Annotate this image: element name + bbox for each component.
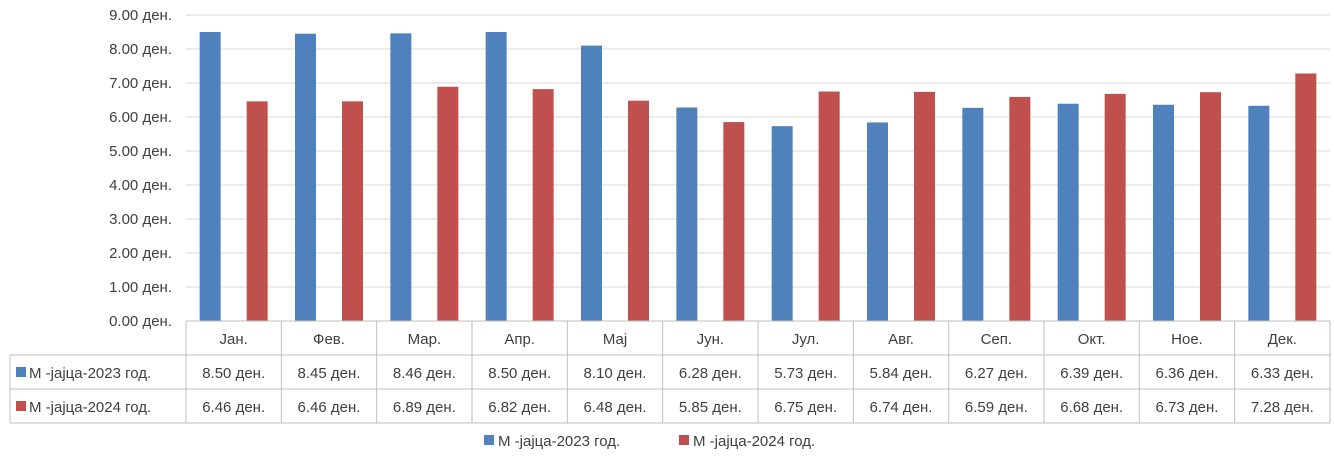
data-label: 6.68 ден. bbox=[1060, 399, 1123, 416]
bar-series1-10 bbox=[1057, 103, 1079, 322]
bar-series2-4 bbox=[532, 89, 554, 322]
bar-series1-3 bbox=[390, 33, 412, 322]
data-label: 6.33 ден. bbox=[1251, 365, 1314, 382]
y-tick-label: 7.00 ден. bbox=[109, 75, 172, 92]
data-label: 5.73 ден. bbox=[774, 365, 837, 382]
data-label: 6.46 ден. bbox=[202, 399, 265, 416]
bar-series2-5 bbox=[628, 100, 649, 322]
y-tick-label: 3.00 ден. bbox=[109, 211, 172, 228]
data-label: 6.27 ден. bbox=[965, 365, 1028, 382]
bar-series2-8 bbox=[914, 91, 935, 321]
bar-series2-2 bbox=[342, 101, 363, 321]
bar-series2-6 bbox=[723, 122, 745, 321]
data-label: 6.36 ден. bbox=[1156, 365, 1219, 382]
data-label: 6.82 ден. bbox=[488, 399, 551, 416]
bar-series2-1 bbox=[246, 101, 268, 321]
data-label: 8.45 ден. bbox=[298, 365, 361, 382]
bar-series1-11 bbox=[1153, 104, 1174, 321]
y-tick-label: 1.00 ден. bbox=[109, 279, 172, 296]
data-label: 6.73 ден. bbox=[1156, 399, 1219, 416]
category-label: Мај bbox=[603, 331, 627, 348]
table-legend-key-series2 bbox=[16, 401, 26, 411]
bar-series2-3 bbox=[437, 86, 459, 322]
data-label: 6.59 ден. bbox=[965, 399, 1028, 416]
bar-series2-11 bbox=[1200, 92, 1221, 322]
y-tick-label: 8.00 ден. bbox=[109, 41, 172, 58]
data-label: 8.46 ден. bbox=[393, 365, 456, 382]
category-label: Јул. bbox=[792, 331, 820, 348]
bar-series1-9 bbox=[962, 107, 984, 321]
bar-series1-2 bbox=[295, 33, 316, 321]
legend-label: M -јајца-2024 год. bbox=[693, 433, 815, 450]
data-label: 5.85 ден. bbox=[679, 399, 742, 416]
bar-series2-7 bbox=[818, 91, 840, 321]
data-label: 7.28 ден. bbox=[1251, 399, 1314, 416]
data-label: 8.10 ден. bbox=[584, 365, 647, 382]
bar-series1-1 bbox=[199, 32, 221, 321]
category-label: Окт. bbox=[1078, 331, 1106, 348]
category-label: Мар. bbox=[408, 331, 442, 348]
data-label: 6.46 ден. bbox=[298, 399, 361, 416]
category-label: Апр. bbox=[504, 331, 535, 348]
bar-series1-4 bbox=[485, 32, 507, 321]
category-label: Фев. bbox=[313, 331, 345, 348]
bar-series1-7 bbox=[771, 126, 793, 322]
bar-series1-12 bbox=[1248, 105, 1270, 321]
y-tick-label: 4.00 ден. bbox=[109, 177, 172, 194]
category-label: Ное. bbox=[1171, 331, 1203, 348]
data-label: 6.74 ден. bbox=[870, 399, 933, 416]
table-series-name: M -јајца-2024 год. bbox=[29, 399, 151, 416]
table-legend-key-series1 bbox=[16, 367, 26, 377]
y-tick-label: 2.00 ден. bbox=[109, 245, 172, 262]
bar-series1-8 bbox=[867, 122, 888, 321]
data-label: 8.50 ден. bbox=[202, 365, 265, 382]
y-tick-label: 5.00 ден. bbox=[109, 143, 172, 160]
data-label: 6.75 ден. bbox=[774, 399, 837, 416]
bar-series2-10 bbox=[1104, 93, 1126, 321]
data-label: 8.50 ден. bbox=[488, 365, 551, 382]
legend-key-series1 bbox=[484, 435, 494, 445]
bar-series2-12 bbox=[1295, 73, 1317, 321]
data-label: 6.48 ден. bbox=[584, 399, 647, 416]
legend-key-series2 bbox=[679, 435, 689, 445]
bar-series1-5 bbox=[581, 45, 602, 321]
category-label: Јан. bbox=[220, 331, 248, 348]
legend-label: M -јајца-2023 год. bbox=[498, 433, 620, 450]
category-label: Јун. bbox=[697, 331, 724, 348]
category-label: Авг. bbox=[888, 331, 914, 348]
table-series-name: M -јајца-2023 год. bbox=[29, 365, 151, 382]
data-label: 6.28 ден. bbox=[679, 365, 742, 382]
bar-series1-6 bbox=[676, 107, 698, 321]
data-label: 6.89 ден. bbox=[393, 399, 456, 416]
category-label: Сеп. bbox=[981, 331, 1012, 348]
y-tick-label: 0.00 ден. bbox=[109, 313, 172, 330]
data-label: 6.39 ден. bbox=[1060, 365, 1123, 382]
y-tick-label: 6.00 ден. bbox=[109, 109, 172, 126]
category-label: Дек. bbox=[1268, 331, 1297, 348]
data-label: 5.84 ден. bbox=[870, 365, 933, 382]
y-tick-label: 9.00 ден. bbox=[109, 7, 172, 24]
bar-series2-9 bbox=[1009, 96, 1031, 321]
